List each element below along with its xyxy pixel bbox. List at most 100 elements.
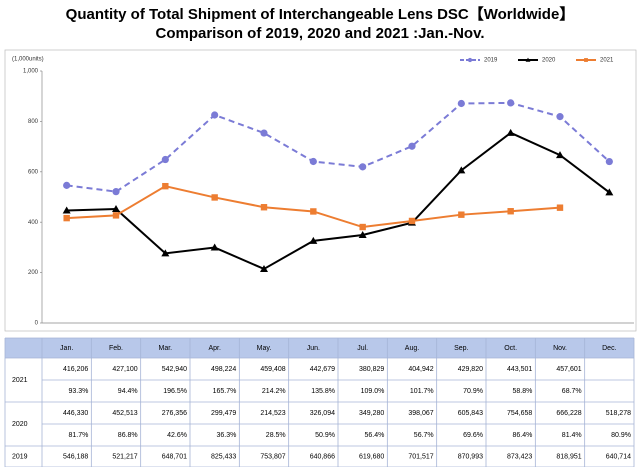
marker (358, 230, 367, 238)
table-value: 457,601 (556, 366, 581, 373)
marker (310, 208, 317, 215)
table-value: 546,188 (63, 453, 88, 460)
y-tick-label: 800 (28, 119, 39, 125)
legend-marker (467, 57, 473, 63)
marker (260, 204, 268, 211)
table-header: May. (257, 345, 272, 352)
marker (112, 212, 120, 219)
table-value: 619,680 (359, 453, 384, 460)
table-value: 299,479 (211, 410, 236, 417)
table-yoy: 56.7% (414, 432, 434, 439)
legend-label: 2019 (484, 58, 498, 64)
series-line (66, 131, 610, 271)
y-tick-label: 200 (28, 270, 39, 276)
table-value: 518,278 (606, 410, 631, 417)
table-yoy: 214.2% (262, 388, 286, 395)
table-yoy: 80.9% (611, 432, 631, 439)
legend-label: 2020 (542, 58, 556, 64)
table-value: 380,829 (359, 366, 384, 373)
table-value: 214,523 (260, 410, 285, 417)
series-line (66, 101, 611, 193)
marker (162, 182, 169, 190)
table-value: 498,224 (211, 366, 236, 373)
table-value: 452,513 (112, 410, 137, 417)
legend-label: 2021 (600, 58, 614, 64)
marker (161, 155, 169, 164)
marker (556, 113, 564, 121)
table-value: 429,820 (458, 366, 483, 373)
table-value: 459,408 (260, 366, 285, 373)
table-yoy: 28.5% (266, 432, 286, 439)
table-header: Apr. (208, 345, 221, 352)
y-tick-label: 1,000 (23, 69, 39, 75)
table-value: 398,067 (408, 410, 433, 417)
marker (112, 188, 120, 196)
table-value: 521,217 (112, 453, 137, 460)
marker (309, 157, 317, 166)
table-value: 404,942 (408, 366, 433, 373)
marker (211, 194, 218, 201)
table-value: 818,951 (556, 453, 581, 460)
marker (63, 214, 70, 222)
table-header-bg (5, 338, 634, 358)
table-yoy: 36.3% (216, 432, 236, 439)
table-value: 416,206 (63, 366, 88, 373)
table-yoy: 109.0% (361, 388, 385, 395)
table-value: 870,993 (458, 453, 483, 460)
chart-frame (4, 49, 637, 332)
y-axis-label: (1,000units) (12, 57, 44, 63)
table-header: Dec. (602, 345, 616, 352)
table-header: Jul. (357, 345, 368, 352)
table-value: 443,501 (507, 366, 532, 373)
table-header: Jun. (307, 345, 320, 352)
marker (260, 129, 268, 137)
table-value: 427,100 (112, 366, 137, 373)
table-value: 648,701 (162, 453, 187, 460)
table-value: 873,423 (507, 453, 532, 460)
table-yoy: 69.6% (463, 432, 483, 439)
marker (210, 243, 219, 251)
marker (408, 142, 416, 150)
table-yoy: 165.7% (213, 388, 237, 395)
marker (556, 204, 564, 211)
table-yoy: 135.8% (311, 388, 335, 395)
marker (507, 99, 515, 107)
legend-marker (584, 58, 588, 62)
y-tick-label: 0 (35, 321, 39, 327)
marker (408, 217, 416, 225)
table-value: 825,433 (211, 453, 236, 460)
marker (63, 181, 71, 189)
table-value: 446,330 (63, 410, 88, 417)
marker (260, 264, 268, 272)
table-value: 605,843 (458, 410, 483, 417)
marker (457, 166, 466, 174)
marker (605, 188, 614, 196)
chart-subtitle: Comparison of 2019, 2020 and 2021 :Jan.-… (155, 25, 484, 42)
marker (457, 99, 465, 108)
table-yoy: 56.4% (364, 432, 384, 439)
table-value: 640,866 (310, 453, 335, 460)
chart-title: Quantity of Total Shipment of Interchang… (66, 5, 575, 23)
table-yoy: 68.7% (562, 388, 582, 395)
table-value: 640,714 (606, 453, 631, 460)
legend-marker (525, 57, 531, 62)
table-header: Nov. (553, 345, 567, 352)
table-yoy: 50.9% (315, 432, 335, 439)
table-yoy: 81.4% (562, 432, 582, 439)
table-year: 2019 (12, 453, 28, 460)
table-value: 542,940 (162, 366, 187, 373)
table-value: 349,280 (359, 410, 384, 417)
table-value: 666,228 (556, 410, 581, 417)
y-tick-label: 400 (28, 220, 39, 226)
table-yoy: 101.7% (410, 388, 434, 395)
table-yoy: 86.4% (512, 432, 532, 439)
marker (556, 151, 564, 159)
table-header: Feb. (109, 345, 123, 352)
table-value: 276,356 (162, 410, 187, 417)
y-tick-label: 600 (28, 169, 39, 175)
marker (161, 249, 170, 257)
table-value: 753,807 (260, 453, 285, 460)
table-yoy: 93.3% (68, 388, 88, 395)
table-year: 2020 (12, 421, 28, 428)
